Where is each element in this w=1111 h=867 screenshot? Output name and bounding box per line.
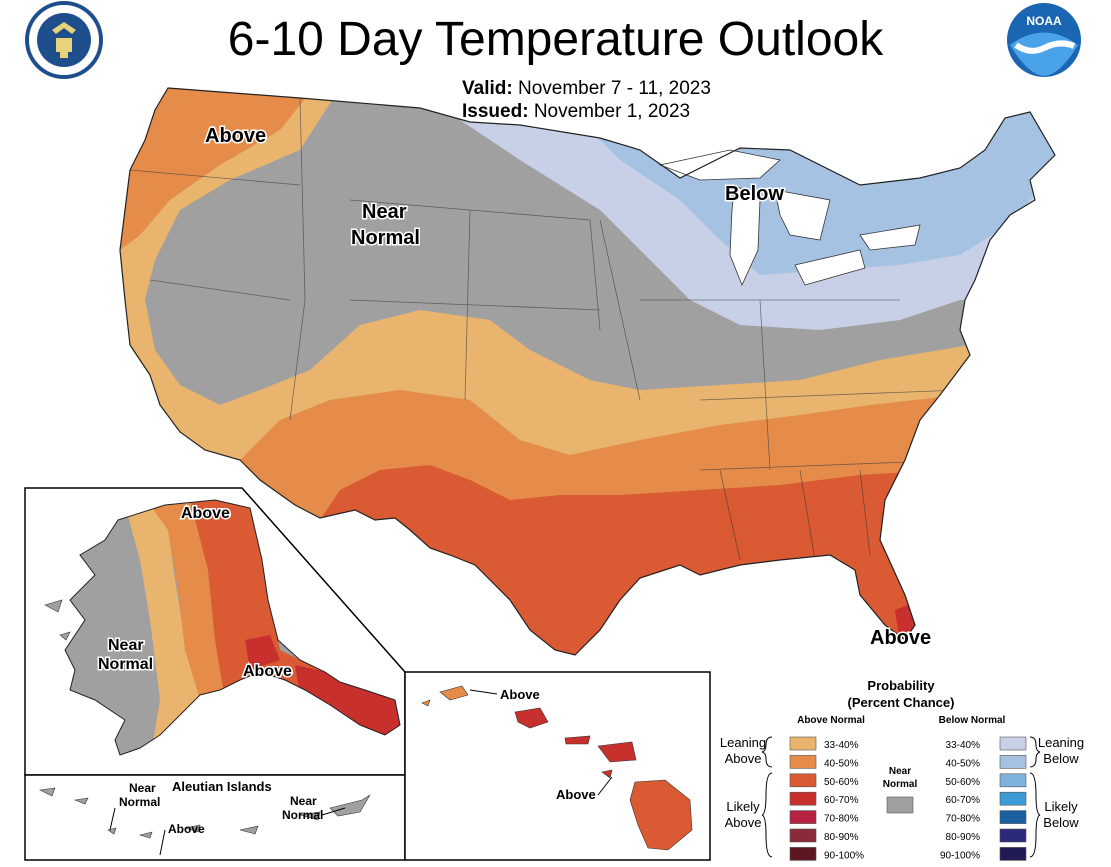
label-near-normal-2: Normal xyxy=(351,227,420,249)
legend-below-swatch-5 xyxy=(999,828,1027,843)
label-above-northwest: Above xyxy=(205,125,266,147)
label-aleutian-near-west-2: Normal xyxy=(119,795,160,809)
legend-above-label-4: 70-80% xyxy=(824,814,859,825)
leader-hi-2 xyxy=(597,776,613,796)
legend-below-swatch-6 xyxy=(999,847,1027,861)
legend-above-label-5: 80-90% xyxy=(824,832,859,843)
doc-seal-icon xyxy=(25,1,103,79)
zone-ak-33-40 xyxy=(125,505,200,755)
noaa-logo-text: NOAA xyxy=(1026,14,1062,28)
legend-below-label-1: 40-50% xyxy=(946,758,981,769)
legend-below-label-0: 33-40% xyxy=(946,740,981,751)
issued-value: November 1, 2023 xyxy=(533,101,691,122)
legend-below-label-3: 60-70% xyxy=(946,795,981,806)
alaska-islands xyxy=(44,599,71,641)
label-ak-near-2: Normal xyxy=(98,656,153,673)
alaska-outline xyxy=(64,499,401,756)
legend-leaning-above-1: Leaning xyxy=(720,735,766,750)
map-title: 6-10 Day Temperature Outlook xyxy=(227,13,884,66)
legend-above-swatch-2 xyxy=(789,773,817,788)
label-hi-above-1: Above xyxy=(500,687,540,702)
legend-near-1: Near xyxy=(889,766,911,777)
legend-likely-above-1: Likely xyxy=(726,799,760,814)
legend-below-header: Below Normal xyxy=(939,715,1006,726)
legend-above-label-3: 60-70% xyxy=(824,795,859,806)
label-aleutian-above: Above xyxy=(168,822,205,836)
zone-ak-60-70 xyxy=(245,635,280,670)
legend-below-label-5: 80-90% xyxy=(946,832,981,843)
noaa-logo-icon: NOAA xyxy=(1007,3,1081,77)
valid-label: Valid: xyxy=(462,78,513,99)
legend-leaning-below-1: Leaning xyxy=(1038,735,1084,750)
legend: Probability (Percent Chance) Above Norma… xyxy=(720,678,1084,861)
zone-above-50-60 xyxy=(320,465,1055,655)
legend-likely-below-1: Likely xyxy=(1044,799,1078,814)
label-ak-above-southeast: Above xyxy=(243,663,292,680)
legend-above-swatch-3 xyxy=(789,791,817,806)
conus-outline xyxy=(119,87,1056,656)
legend-below-label-2: 50-60% xyxy=(946,777,981,788)
label-aleutian-near-east-2: Normal xyxy=(282,808,323,822)
legend-below-label-4: 70-80% xyxy=(946,814,981,825)
issued-label: Issued: xyxy=(462,101,529,122)
legend-above-label-0: 33-40% xyxy=(824,740,859,751)
state-boundaries xyxy=(129,97,961,561)
legend-below-swatch-4 xyxy=(999,810,1027,824)
legend-braces xyxy=(761,736,1041,858)
legend-near-2: Normal xyxy=(883,779,918,790)
label-aleutian-title: Aleutian Islands xyxy=(172,779,272,794)
legend-above-swatch-6 xyxy=(789,847,817,861)
label-hi-above-2: Above xyxy=(556,787,596,802)
aleutian-islands xyxy=(38,787,371,839)
legend-above-header: Above Normal xyxy=(797,715,865,726)
legend-title-1: Probability xyxy=(867,678,935,693)
legend-below-label-6: 90-100% xyxy=(940,850,980,861)
legend-below-bins: 33-40% 40-50% 50-60% 60-70% 70-80% 80-90% 90-1… xyxy=(940,736,1027,861)
zone-above-40-50-northwest xyxy=(120,88,320,250)
zone-ak-40-50 xyxy=(150,500,235,700)
legend-above-label-6: 90-100% xyxy=(824,850,864,861)
label-aleutian-near-east-1: Near xyxy=(290,794,317,808)
aleutian-inset-frame xyxy=(24,774,406,861)
legend-leaning-below-2: Below xyxy=(1043,751,1079,766)
legend-below-swatch-1 xyxy=(999,755,1027,769)
legend-near-swatch xyxy=(886,796,914,814)
hawaii-islands xyxy=(421,685,693,851)
legend-likely-below-2: Below xyxy=(1043,815,1079,830)
legend-below-swatch-3 xyxy=(999,791,1027,806)
leader-aleutian-east xyxy=(321,807,346,816)
label-ak-above-north: Above xyxy=(181,505,230,522)
legend-above-label-1: 40-50% xyxy=(824,758,859,769)
label-ak-near-1: Near xyxy=(108,637,144,654)
legend-above-swatch-0 xyxy=(789,736,817,751)
leader-aleutian-above xyxy=(159,829,166,856)
label-near-normal-1: Near xyxy=(362,201,407,223)
legend-above-swatch-5 xyxy=(789,828,817,843)
legend-below-swatch-0 xyxy=(999,736,1027,751)
legend-above-swatch-1 xyxy=(789,755,817,769)
issued-date: Issued: November 1, 2023 xyxy=(462,101,690,123)
label-aleutian-near-west-1: Near xyxy=(129,781,156,795)
legend-below-swatch-2 xyxy=(999,773,1027,788)
legend-above-bins: 33-40% 40-50% 50-60% 60-70% 70-80% 80-90% 90-1… xyxy=(789,736,864,861)
legend-likely-above-2: Above xyxy=(725,815,762,830)
label-below: Below xyxy=(725,183,784,205)
legend-above-label-2: 50-60% xyxy=(824,777,859,788)
valid-value: November 7 - 11, 2023 xyxy=(517,78,711,99)
leader-aleutian-west xyxy=(109,807,116,831)
valid-dates: Valid: November 7 - 11, 2023 xyxy=(462,78,711,100)
legend-title-2: (Percent Chance) xyxy=(848,695,955,710)
legend-above-swatch-4 xyxy=(789,810,817,824)
legend-leaning-above-2: Above xyxy=(725,751,762,766)
leader-hi-1 xyxy=(469,689,498,695)
label-above-southeast: Above xyxy=(870,627,931,649)
